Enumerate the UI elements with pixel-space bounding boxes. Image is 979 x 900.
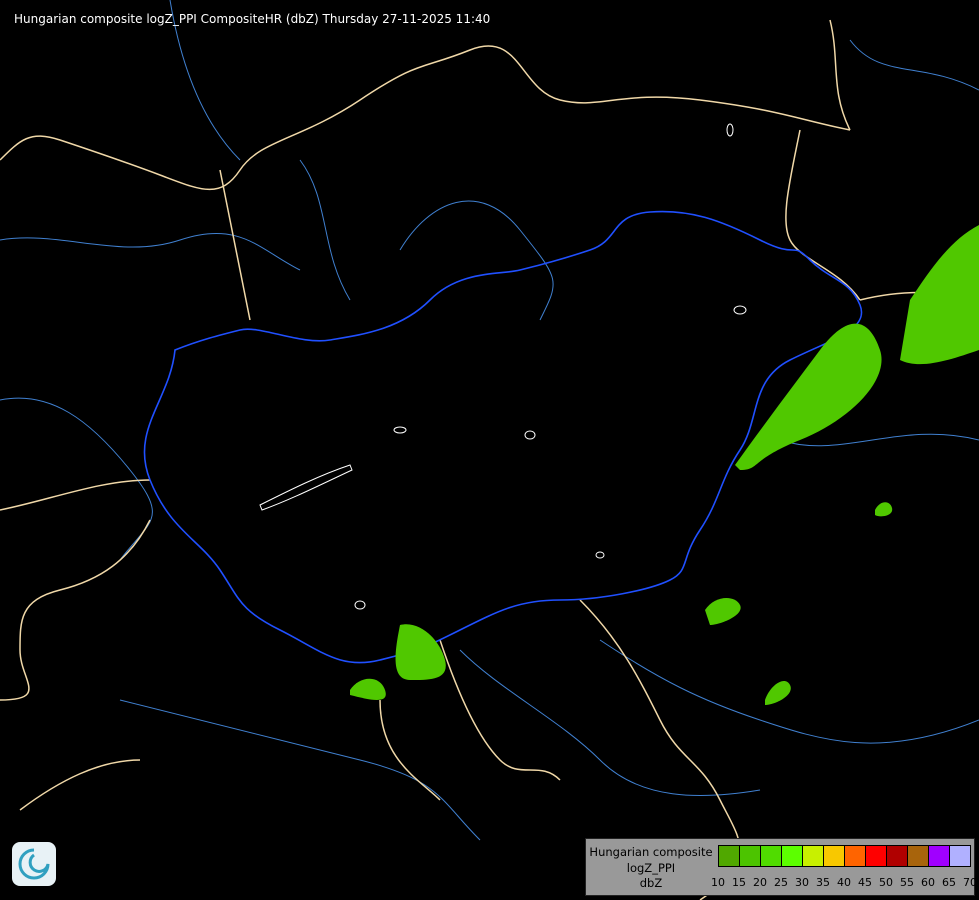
lake	[354, 600, 366, 610]
legend-line: Hungarian composite	[589, 845, 713, 859]
legend-swatch	[719, 846, 740, 866]
legend-tick-label: 15	[732, 876, 746, 889]
legend-tick-label: 40	[837, 876, 851, 889]
rain-cell	[705, 598, 741, 625]
country-borders	[0, 19, 979, 900]
river	[299, 159, 351, 301]
country-border	[829, 19, 851, 131]
country-border	[0, 45, 851, 191]
country-border	[0, 479, 151, 511]
legend-swatch	[908, 846, 929, 866]
river	[459, 649, 761, 797]
legend-swatch	[929, 846, 950, 866]
legend-swatch	[950, 846, 970, 866]
rain-cell	[765, 680, 791, 705]
legend-tick-label: 55	[900, 876, 914, 889]
lakes	[259, 123, 747, 610]
legend-swatch	[803, 846, 824, 866]
legend-line: logZ_PPI	[626, 860, 676, 875]
met-service-logo-icon	[12, 842, 56, 886]
river	[169, 0, 241, 161]
river	[849, 39, 979, 91]
river	[0, 232, 301, 271]
hungary-border	[143, 210, 863, 664]
legend-ticks: 10 15 20 25 30 35 40 45 50 55 60 65 70	[711, 876, 977, 890]
river	[779, 433, 979, 447]
legend-line: dbZ	[639, 876, 663, 890]
legend-tick-label: 50	[879, 876, 893, 889]
legend-tick-label: 10	[711, 876, 725, 889]
color-legend: Hungarian composite logZ_PPI dbZ 10 15 20 2…	[585, 838, 977, 896]
lake	[726, 123, 734, 137]
river	[119, 699, 481, 841]
legend-tick-label: 30	[795, 876, 809, 889]
legend-swatch	[782, 846, 803, 866]
country-border	[785, 129, 861, 301]
lake	[393, 426, 407, 434]
river	[599, 639, 979, 744]
rain-cell	[875, 502, 893, 517]
legend-swatch	[887, 846, 908, 866]
country-border	[19, 759, 141, 811]
rain-cell	[350, 678, 386, 700]
precipitation	[350, 225, 979, 705]
legend-swatch	[740, 846, 761, 866]
rain-cell	[735, 323, 882, 470]
legend-tick-label: 20	[753, 876, 767, 889]
rain-cell	[395, 624, 446, 680]
rivers	[0, 0, 979, 841]
legend-tick-label: 70	[963, 876, 977, 889]
legend-tick-label: 65	[942, 876, 956, 889]
legend-tick-label: 35	[816, 876, 830, 889]
rain-cell	[900, 225, 979, 365]
map-title: Hungarian composite logZ_PPI CompositeHR…	[14, 12, 491, 26]
legend-tick-label: 25	[774, 876, 788, 889]
legend-swatch	[824, 846, 845, 866]
lake-balaton	[259, 464, 353, 511]
river	[399, 200, 554, 321]
country-border	[439, 639, 561, 781]
legend-swatch	[866, 846, 887, 866]
legend-swatch	[845, 846, 866, 866]
lake	[595, 551, 605, 559]
legend-color-bar	[718, 845, 971, 867]
legend-swatch	[761, 846, 782, 866]
lake	[524, 430, 536, 440]
legend-tick-label: 60	[921, 876, 935, 889]
legend-label: Hungarian composite logZ_PPI dbZ	[588, 845, 714, 892]
river	[0, 397, 153, 561]
legend-tick-label: 45	[858, 876, 872, 889]
lake	[733, 305, 747, 315]
country-border	[379, 699, 441, 801]
country-border	[0, 519, 151, 701]
country-border	[219, 169, 251, 321]
